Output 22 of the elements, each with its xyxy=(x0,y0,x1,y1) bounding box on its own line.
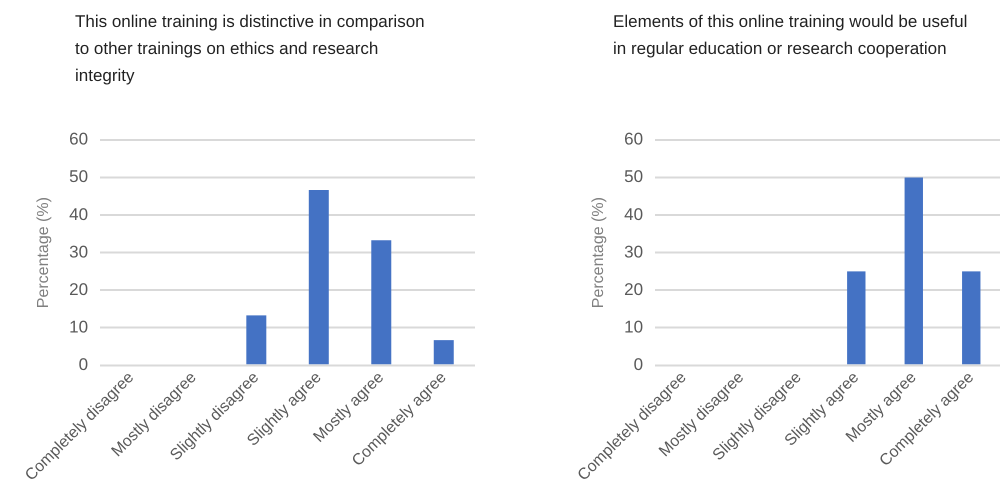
y-tick-label: 30 xyxy=(624,242,644,262)
y-axis-title: Percentage (%) xyxy=(590,197,608,308)
y-tick-label: 50 xyxy=(69,167,88,186)
y-tick-label: 50 xyxy=(624,167,644,186)
y-tick-label: 30 xyxy=(69,242,88,262)
y-tick-label: 0 xyxy=(78,354,88,374)
y-tick-label: 20 xyxy=(69,280,88,299)
bar xyxy=(308,190,329,364)
chart-title: Elements of this online training would be useful in regular education or research cooperation xyxy=(613,11,968,60)
y-tick-label: 10 xyxy=(624,317,644,336)
y-tick-label: 60 xyxy=(69,130,88,149)
y-tick-label: 60 xyxy=(624,130,644,149)
y-tick-label: 20 xyxy=(624,280,644,299)
y-tick-label: 10 xyxy=(69,317,88,336)
bar xyxy=(434,340,454,364)
y-tick-label: 40 xyxy=(69,204,88,224)
y-tick-label: 40 xyxy=(624,204,644,224)
bar xyxy=(371,240,392,364)
chart-title: This online training is distinctive in comparison to other trainings on ethics and research integrity xyxy=(75,11,426,87)
y-axis-title: Percentage (%) xyxy=(35,197,52,308)
bar xyxy=(246,315,266,364)
y-tick-label: 0 xyxy=(634,354,644,374)
